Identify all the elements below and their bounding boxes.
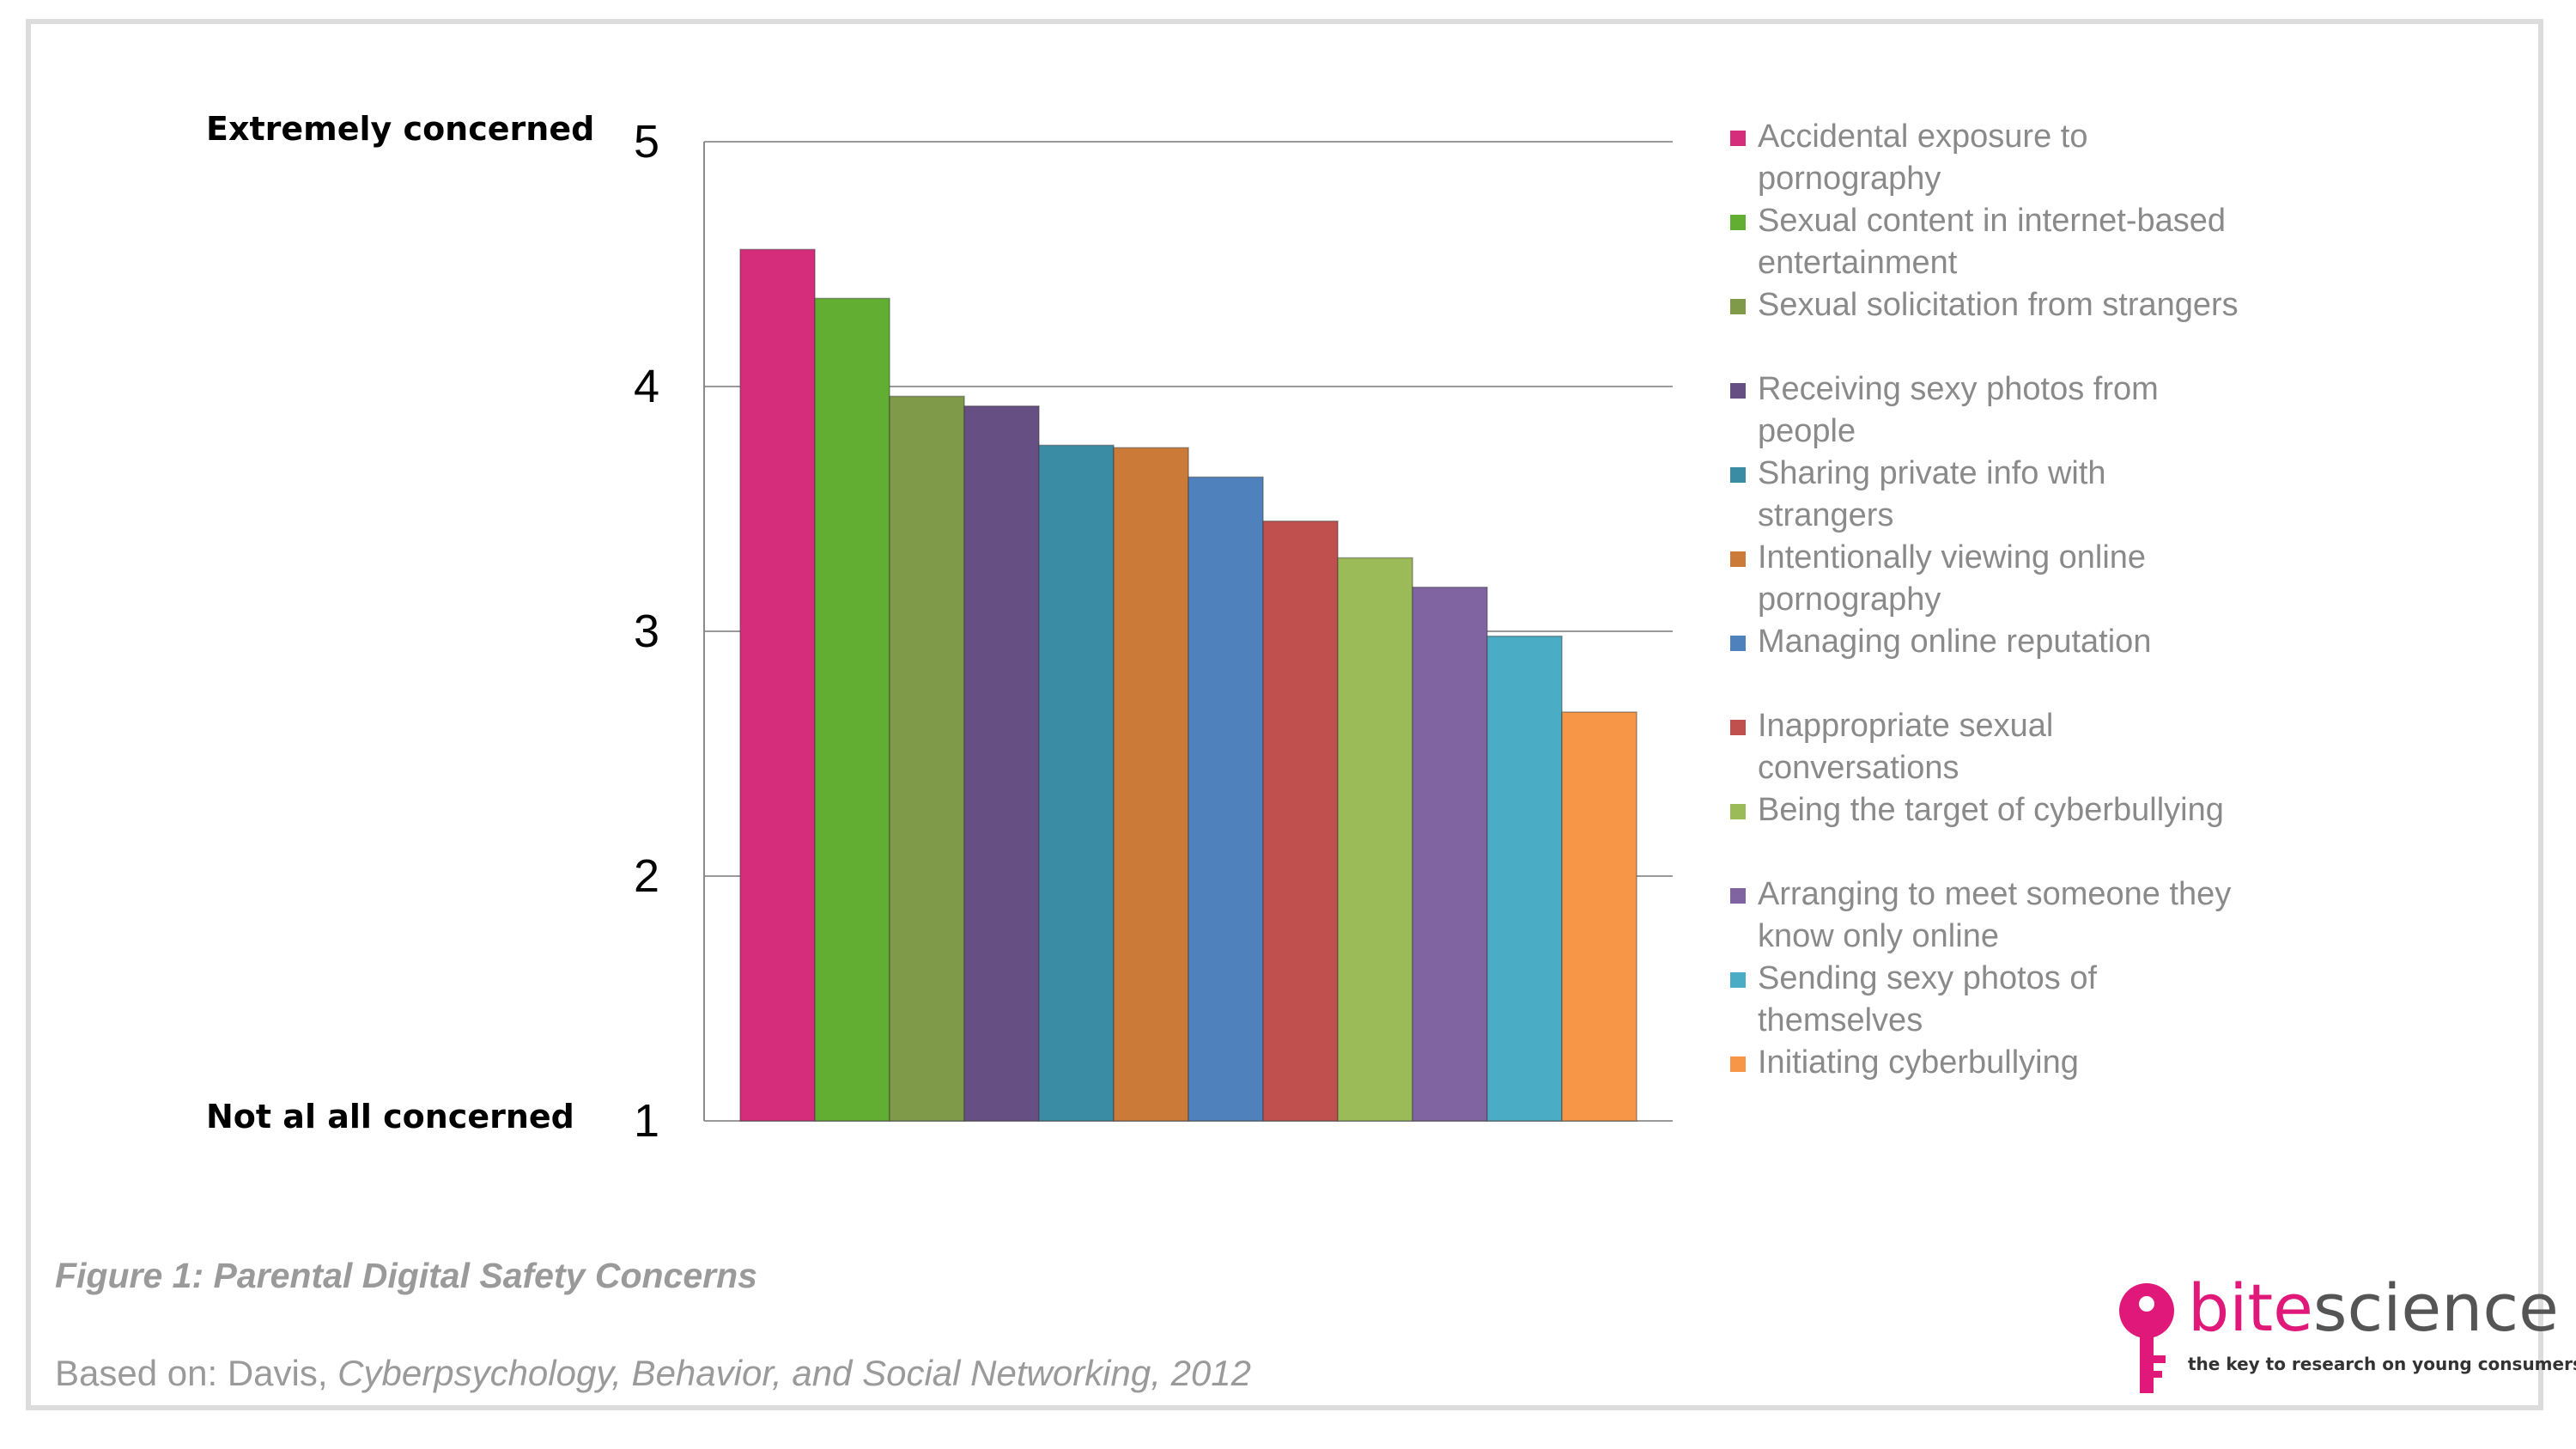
legend-label: Intentionally viewing online pornography (1758, 537, 2146, 621)
legend-label-line1: Sharing private info with (1758, 455, 2106, 491)
y-tick-label: 5 (633, 116, 659, 167)
source-year: , 2012 (1151, 1353, 1252, 1393)
y-bottom-anchor-label: Not al all concerned (206, 1098, 574, 1135)
legend-label-line1: Sexual content in internet-based (1758, 203, 2227, 239)
bar-2 (814, 297, 890, 1122)
bar-9 (1337, 557, 1413, 1122)
legend-label-line2: themselves (1758, 1002, 1923, 1038)
legend-label-line2: entertainment (1758, 245, 1958, 281)
legend-swatch (1730, 804, 1746, 819)
legend-label-line2: pornography (1758, 161, 1941, 197)
legend-swatch (1730, 1056, 1746, 1072)
legend-label: Initiating cyberbullying (1758, 1042, 2079, 1084)
legend-label: Receiving sexy photos from people (1758, 368, 2159, 453)
legend-label-line2: people (1758, 413, 1856, 449)
bar-11 (1486, 635, 1563, 1122)
logo-wordmark: bitescience (2188, 1269, 2559, 1346)
legend-label-line1: Accidental exposure to (1758, 119, 2088, 155)
legend-label: Sharing private info with strangers (1758, 453, 2106, 537)
y-tick-label: 2 (633, 850, 659, 902)
legend-swatch (1730, 636, 1746, 651)
legend-swatch (1730, 720, 1746, 735)
legend-label-line2: pornography (1758, 581, 1941, 618)
y-tick-label: 3 (633, 606, 659, 657)
legend-label-line2: strangers (1758, 497, 1894, 533)
legend-label-line1: Sexual solicitation from strangers (1758, 287, 2239, 323)
legend-label-line1: Inappropriate sexual (1758, 708, 2054, 744)
y-tick-label: 4 (633, 361, 659, 412)
legend-label: Being the target of cyberbullying (1758, 789, 2224, 831)
bar-4 (963, 405, 1040, 1122)
legend-label-line1: Initiating cyberbullying (1758, 1044, 2079, 1081)
legend-label-line1: Being the target of cyberbullying (1758, 792, 2224, 828)
legend-label: Sexual solicitation from strangers (1758, 284, 2239, 326)
logo-tagline: the key to research on young consumers (2188, 1354, 2576, 1374)
legend-swatch (1730, 551, 1746, 567)
legend-swatch (1730, 888, 1746, 904)
bar-3 (889, 395, 965, 1122)
bar-5 (1038, 444, 1115, 1122)
legend-label: Sexual content in internet-based entertai… (1758, 200, 2226, 284)
y-top-anchor-label: Extremely concerned (206, 110, 595, 148)
legend-label-line2: conversations (1758, 750, 1959, 786)
y-tick-label: 1 (633, 1095, 659, 1147)
legend-label: Arranging to meet someone they know only … (1758, 874, 2231, 958)
bar-7 (1188, 476, 1264, 1122)
legend-swatch (1730, 131, 1746, 146)
legend-label: Sending sexy photos of themselves (1758, 958, 2097, 1042)
legend-swatch (1730, 299, 1746, 314)
bar-1 (739, 248, 816, 1122)
legend-label-line1: Receiving sexy photos from (1758, 371, 2159, 407)
legend-label-line1: Sending sexy photos of (1758, 960, 2098, 996)
figure-frame (26, 19, 2543, 1410)
legend-label-line2: know only online (1758, 918, 1999, 954)
bar-8 (1262, 521, 1339, 1122)
legend-label: Inappropriate sexual conversations (1758, 705, 2053, 789)
key-icon (2119, 1283, 2174, 1393)
legend-swatch (1730, 972, 1746, 988)
logo-bite: bite (2188, 1269, 2313, 1346)
legend-swatch (1730, 467, 1746, 483)
bar-12 (1561, 711, 1637, 1122)
source-journal: Cyberpsychology, Behavior, and Social Ne… (337, 1353, 1151, 1393)
legend-label: Managing online reputation (1758, 621, 2151, 663)
source-prefix: Based on: Davis, (55, 1353, 338, 1393)
legend-swatch (1730, 383, 1746, 399)
legend-label-line1: Managing online reputation (1758, 624, 2152, 660)
figure-caption: Figure 1: Parental Digital Safety Concer… (55, 1256, 757, 1295)
bar-6 (1113, 447, 1189, 1122)
legend-swatch (1730, 215, 1746, 230)
legend-label-line1: Intentionally viewing online (1758, 539, 2147, 575)
logo-science: science (2312, 1269, 2559, 1346)
bar-10 (1412, 586, 1488, 1122)
legend-label-line1: Arranging to meet someone they (1758, 876, 2232, 912)
source-citation: Based on: Davis, Cyberpsychology, Behavi… (55, 1353, 1251, 1394)
legend-label: Accidental exposure to pornography (1758, 116, 2087, 200)
